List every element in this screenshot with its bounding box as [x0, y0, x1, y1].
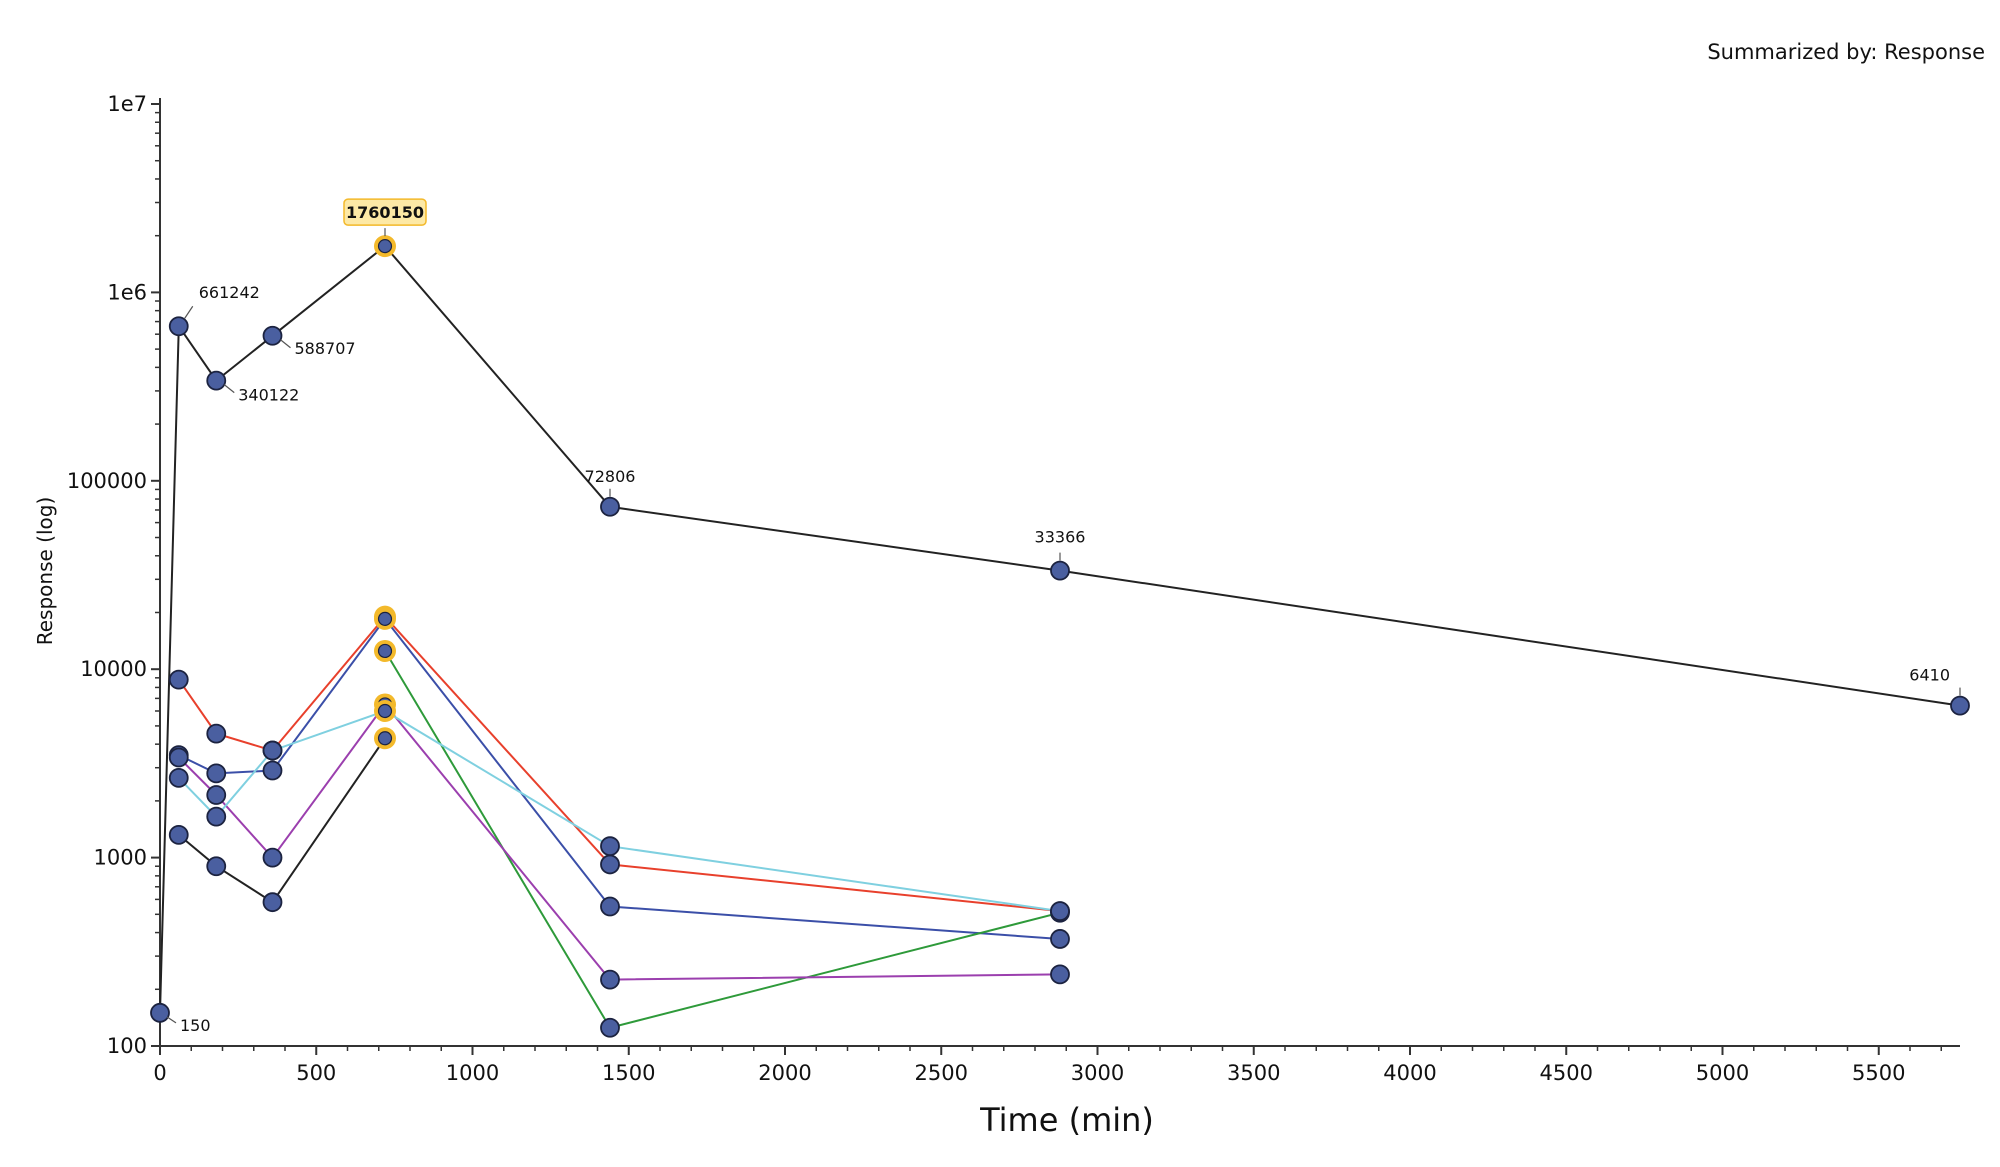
data-point[interactable] [1050, 901, 1070, 922]
data-point[interactable] [168, 669, 189, 690]
x-tick-label: 1500 [602, 1061, 655, 1085]
data-point[interactable] [1950, 695, 1970, 716]
axes: 100 1000 10000 100000 1e6 1e7 0 500 1000 1500 2000… [67, 92, 1960, 1085]
data-label: 1760150 [346, 203, 424, 222]
data-point[interactable] [600, 1017, 620, 1038]
data-label: 72806 [585, 467, 636, 486]
data-label: 150 [180, 1016, 211, 1035]
data-point[interactable] [600, 854, 620, 875]
data-label: 340122 [238, 386, 299, 405]
data-point[interactable] [600, 836, 620, 857]
y-tick-label: 1e7 [107, 92, 147, 116]
data-point[interactable] [150, 1002, 170, 1023]
x-tick-label: 2500 [915, 1061, 968, 1085]
data-point[interactable] [1050, 964, 1070, 985]
x-tick-label: 0 [153, 1061, 166, 1085]
data-point[interactable] [377, 643, 393, 659]
label-leader [280, 339, 291, 349]
series-line [178, 702, 1061, 981]
data-label: 588707 [295, 339, 356, 358]
data-point[interactable] [262, 892, 283, 913]
label-leader [166, 1016, 177, 1024]
x-tick-label: 2000 [758, 1061, 811, 1085]
x-axis-title: Time (min) [979, 1101, 1154, 1139]
data-point[interactable] [168, 316, 189, 337]
summarized-by-label: Summarized by: Response [1707, 40, 1985, 64]
y-tick-label: 100000 [67, 469, 147, 493]
y-tick-label: 10000 [80, 657, 147, 681]
data-point[interactable] [168, 747, 189, 768]
data-point[interactable] [168, 767, 189, 788]
series-layer [150, 235, 1970, 1038]
data-point[interactable] [206, 723, 227, 744]
data-point[interactable] [206, 785, 227, 805]
data-point[interactable] [262, 325, 283, 346]
x-tick-label: 4500 [1540, 1061, 1593, 1085]
x-tick-label: 1000 [446, 1061, 499, 1085]
data-point[interactable] [1050, 560, 1070, 581]
series-line [177, 615, 1061, 913]
data-point[interactable] [377, 239, 393, 254]
x-tick-label: 3000 [1071, 1061, 1124, 1085]
data-point[interactable] [206, 856, 227, 877]
y-tick-label: 1e6 [107, 280, 147, 304]
data-label: 661242 [199, 283, 260, 302]
data-point[interactable] [377, 611, 393, 626]
data-point[interactable] [262, 847, 283, 868]
x-tick-label: 5000 [1696, 1061, 1749, 1085]
x-tick-label: 500 [296, 1061, 336, 1085]
data-point[interactable] [262, 760, 283, 781]
data-labels-layer: 150 661242 340122 588707 1760150 72806 33366 64… [166, 198, 1961, 1035]
series-line [178, 617, 1061, 940]
series-line [384, 650, 1061, 1029]
data-point[interactable] [206, 806, 227, 827]
data-point[interactable] [1050, 929, 1070, 949]
data-point[interactable] [600, 969, 620, 990]
data-label: 6410 [1909, 666, 1950, 685]
series-line [159, 244, 1961, 1013]
data-point[interactable] [206, 763, 227, 784]
x-tick-label: 4000 [1383, 1061, 1436, 1085]
data-point[interactable] [377, 731, 393, 746]
data-point[interactable] [377, 703, 393, 719]
data-point[interactable] [262, 740, 283, 761]
label-leader [184, 305, 194, 319]
y-axis-title: Response (log) [33, 497, 57, 646]
series-line [178, 709, 1061, 913]
data-point[interactable] [206, 370, 227, 391]
label-leader [223, 384, 235, 394]
x-tick-label: 5500 [1852, 1061, 1905, 1085]
data-point[interactable] [168, 824, 189, 845]
y-tick-label: 1000 [94, 846, 147, 870]
y-tick-label: 100 [107, 1034, 147, 1058]
data-label: 33366 [1035, 528, 1086, 547]
highlight-label-box [343, 198, 427, 226]
data-point[interactable] [600, 496, 620, 517]
data-point[interactable] [600, 896, 620, 917]
series-line [178, 737, 386, 904]
x-tick-label: 3500 [1227, 1061, 1280, 1085]
